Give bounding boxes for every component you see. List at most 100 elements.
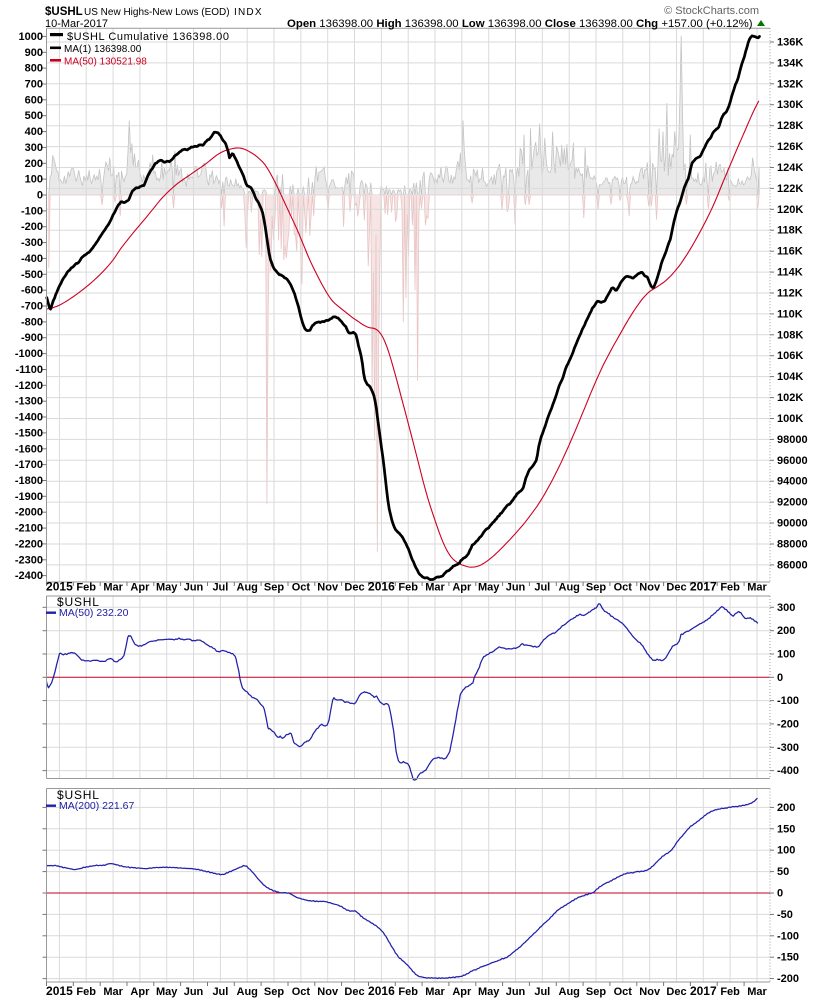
svg-text:600: 600 [25, 94, 43, 106]
svg-text:Feb: Feb [720, 986, 740, 998]
svg-text:100: 100 [25, 174, 43, 186]
svg-text:-1600: -1600 [15, 443, 43, 455]
svg-text:Aug: Aug [559, 986, 580, 998]
svg-text:-100: -100 [777, 930, 799, 942]
svg-text:800: 800 [25, 63, 43, 75]
svg-text:128K: 128K [777, 120, 803, 132]
svg-text:2017: 2017 [690, 984, 717, 998]
svg-text:136K: 136K [777, 37, 803, 49]
svg-text:MA(200) 221.67: MA(200) 221.67 [59, 800, 134, 812]
svg-text:-1700: -1700 [15, 459, 43, 471]
svg-text:$USHL Cumulative 136398.00: $USHL Cumulative 136398.00 [67, 31, 229, 43]
svg-text:Mar: Mar [103, 986, 123, 998]
svg-text:0: 0 [777, 888, 783, 900]
svg-text:500: 500 [25, 110, 43, 122]
svg-text:Mar: Mar [103, 582, 123, 594]
svg-text:50: 50 [777, 866, 789, 878]
svg-text:-1800: -1800 [15, 475, 43, 487]
svg-text:Oct: Oct [614, 986, 633, 998]
svg-text:100K: 100K [777, 413, 803, 425]
svg-text:-400: -400 [21, 253, 43, 265]
svg-text:100: 100 [777, 649, 795, 661]
svg-text:700: 700 [25, 79, 43, 91]
svg-text:2017: 2017 [690, 580, 717, 594]
svg-text:-2200: -2200 [15, 538, 43, 550]
svg-text:132K: 132K [777, 78, 803, 90]
svg-text:Nov: Nov [317, 986, 339, 998]
svg-text:-200: -200 [777, 718, 799, 730]
svg-text:122K: 122K [777, 183, 803, 195]
svg-text:Jun: Jun [506, 986, 526, 998]
svg-text:Mar: Mar [425, 986, 445, 998]
svg-text:Feb: Feb [720, 582, 740, 594]
svg-text:-300: -300 [777, 742, 799, 754]
svg-text:-2100: -2100 [15, 523, 43, 535]
svg-text:MA(1) 136398.00: MA(1) 136398.00 [64, 44, 142, 55]
svg-text:114K: 114K [777, 267, 803, 279]
svg-text:Feb: Feb [76, 986, 96, 998]
svg-text:-150: -150 [777, 952, 799, 964]
svg-text:2016: 2016 [368, 984, 395, 998]
svg-text:200: 200 [25, 158, 43, 170]
svg-text:102K: 102K [777, 392, 803, 404]
svg-text:110K: 110K [777, 308, 803, 320]
svg-text:-1100: -1100 [15, 364, 43, 376]
svg-text:Dec: Dec [666, 986, 686, 998]
svg-text:300: 300 [25, 142, 43, 154]
svg-text:-200: -200 [777, 973, 799, 985]
svg-text:-300: -300 [21, 237, 43, 249]
svg-text:2016: 2016 [368, 580, 395, 594]
svg-text:900: 900 [25, 47, 43, 59]
svg-text:-2400: -2400 [15, 570, 43, 582]
svg-text:-200: -200 [21, 221, 43, 233]
svg-text:116K: 116K [777, 246, 803, 258]
svg-text:Jun: Jun [506, 582, 526, 594]
svg-text:2015: 2015 [46, 984, 73, 998]
svg-text:Jul: Jul [212, 986, 228, 998]
svg-text:-1900: -1900 [15, 491, 43, 503]
svg-text:Sep: Sep [264, 582, 284, 594]
svg-text:0: 0 [37, 190, 43, 202]
svg-text:200: 200 [777, 625, 795, 637]
svg-text:-2000: -2000 [15, 507, 43, 519]
svg-text:May: May [156, 986, 178, 998]
svg-text:-1500: -1500 [15, 427, 43, 439]
svg-text:108K: 108K [777, 329, 803, 341]
svg-text:Dec: Dec [666, 582, 686, 594]
svg-text:104K: 104K [777, 371, 803, 383]
svg-text:INDX: INDX [234, 7, 263, 18]
svg-text:Aug: Aug [559, 582, 580, 594]
svg-text:86000: 86000 [777, 559, 808, 571]
svg-text:Sep: Sep [264, 986, 284, 998]
svg-text:-500: -500 [21, 269, 43, 281]
svg-text:MA(50) 232.20: MA(50) 232.20 [59, 607, 129, 619]
svg-text:-400: -400 [777, 765, 799, 777]
svg-text:88000: 88000 [777, 539, 808, 551]
svg-text:MA(50) 130521.98: MA(50) 130521.98 [64, 57, 147, 68]
svg-text:120K: 120K [777, 204, 803, 216]
svg-text:$USHL: $USHL [57, 788, 100, 802]
svg-text:-50: -50 [777, 909, 793, 921]
svg-text:Dec: Dec [344, 986, 364, 998]
svg-text:96000: 96000 [777, 455, 808, 467]
svg-text:Feb: Feb [398, 582, 418, 594]
svg-text:$USHL: $USHL [45, 6, 83, 18]
svg-text:130K: 130K [777, 99, 803, 111]
svg-text:-1300: -1300 [15, 396, 43, 408]
svg-text:92000: 92000 [777, 497, 808, 509]
svg-text:10-Mar-2017: 10-Mar-2017 [45, 18, 108, 30]
svg-text:US New Highs-New Lows (EOD): US New Highs-New Lows (EOD) [84, 7, 230, 18]
svg-text:Oct: Oct [292, 986, 311, 998]
svg-text:May: May [156, 582, 178, 594]
svg-text:126K: 126K [777, 141, 803, 153]
svg-text:Mar: Mar [747, 582, 767, 594]
svg-text:124K: 124K [777, 162, 803, 174]
svg-text:Dec: Dec [344, 582, 364, 594]
svg-text:-700: -700 [21, 301, 43, 313]
svg-text:Aug: Aug [237, 582, 258, 594]
svg-text:112K: 112K [777, 288, 803, 300]
svg-text:Jun: Jun [184, 986, 204, 998]
svg-text:-100: -100 [777, 695, 799, 707]
svg-text:Nov: Nov [317, 582, 339, 594]
svg-text:$USHL: $USHL [57, 595, 100, 609]
